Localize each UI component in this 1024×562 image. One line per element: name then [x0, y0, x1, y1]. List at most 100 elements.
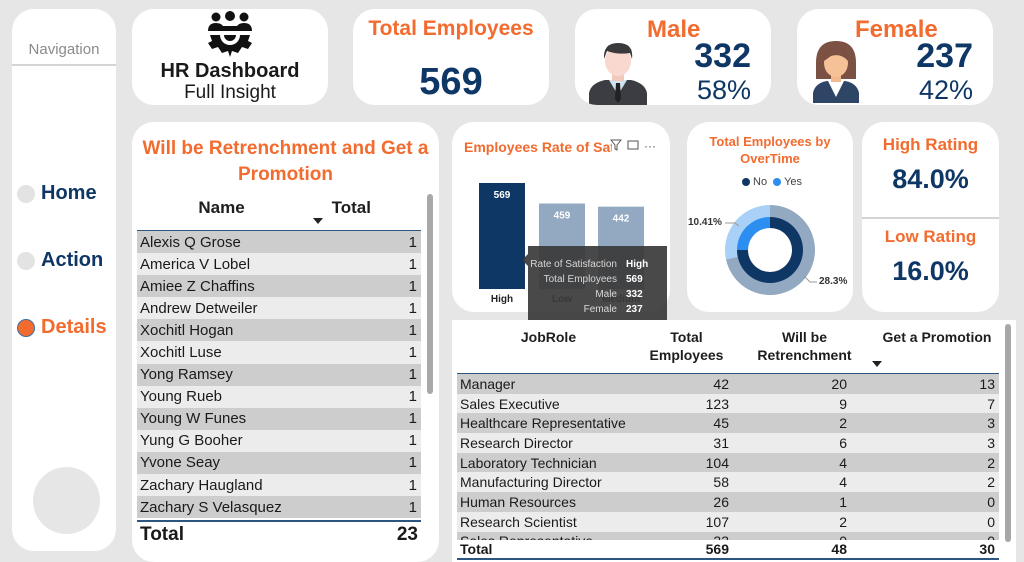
table-row[interactable]: Yong Ramsey 1	[137, 363, 421, 386]
bar-high[interactable]	[479, 183, 525, 289]
cell-retrenchment: 2	[839, 415, 847, 432]
low-rating-title: Low Rating	[884, 227, 977, 246]
cell-jobrole: Sales Executive	[460, 395, 560, 412]
table-row[interactable]: Manufacturing Director 58 4 2	[457, 472, 999, 493]
logo-card: HR Dashboard Full Insight	[132, 9, 328, 105]
table-row[interactable]: Zachary Haugland 1	[137, 474, 421, 497]
cell-total-employees: 42	[713, 375, 729, 392]
table-row[interactable]: Healthcare Representative 45 2 3	[457, 413, 999, 434]
column-header-get-promotion[interactable]: Get a Promotion	[882, 329, 992, 345]
table-row[interactable]: Laboratory Technician 104 4 2	[457, 452, 999, 473]
overtime-chart-title: Total Employees by OverTime	[709, 134, 831, 166]
footer-promotion: 30	[979, 541, 995, 557]
table-row[interactable]: Young W Funes 1	[137, 407, 421, 430]
table-row[interactable]: America V Lobel 1	[137, 253, 421, 276]
filter-icon[interactable]	[610, 139, 622, 151]
cell-promotion: 0	[987, 493, 995, 510]
bar-data-label: 442	[613, 214, 630, 225]
jobrole-table-body: Manager 42 20 13 Sales Executive 123 9 7 Healthc…	[457, 374, 999, 540]
total-employees-value: 569	[419, 61, 483, 103]
cell-total: 1	[408, 299, 417, 317]
donut-inner-no-slice[interactable]	[737, 217, 803, 283]
table-row[interactable]: Xochitl Luse 1	[137, 341, 421, 364]
jobrole-table: JobRole Total Employees Will be Retrench…	[452, 320, 1016, 562]
cell-total: 1	[408, 255, 417, 273]
cell-jobrole: Manufacturing Director	[460, 474, 602, 491]
tooltip-row: Female 237	[528, 304, 667, 319]
cell-total-employees: 123	[705, 395, 729, 412]
rating-divider	[862, 217, 999, 219]
retrenchment-promotion-table-card: Will be Retrenchment and Get a Promotion…	[132, 122, 439, 562]
table-row[interactable]: Sales Executive 123 9 7	[457, 393, 999, 414]
radio-dot-icon	[17, 318, 35, 337]
nav-item-action[interactable]: Action	[17, 249, 103, 272]
tooltip-value: High	[626, 259, 649, 270]
leader-line	[803, 275, 817, 283]
cell-total-employees: 45	[713, 415, 729, 432]
satisfaction-chart-title: Employees Rate of Sati	[464, 139, 612, 155]
legend-dot-yes-icon	[773, 178, 782, 186]
donut-inner-yes-slice[interactable]	[737, 217, 770, 250]
table-row[interactable]: Sales Representative3300	[457, 531, 999, 540]
column-header-total-employees[interactable]: Total Employees	[649, 329, 724, 363]
legend-dot-no-icon	[742, 178, 750, 186]
table-row[interactable]: Young Rueb 1	[137, 385, 421, 408]
column-header-name[interactable]: Name	[198, 198, 245, 217]
tooltip-value: 569	[626, 274, 643, 285]
table-row[interactable]: Amiee Z Chaffins 1	[137, 275, 421, 298]
table-row[interactable]: Zachary S Velasquez 1	[137, 496, 421, 519]
nav-item-home[interactable]: Home	[17, 182, 97, 205]
cell-name: Alexis Q Grose	[140, 233, 241, 251]
tooltip-value: 237	[626, 304, 643, 315]
cell-total: 1	[408, 277, 417, 295]
focus-mode-icon[interactable]	[626, 139, 640, 151]
jobrole-table-scrollbar[interactable]	[1005, 324, 1011, 542]
nav-item-details[interactable]: Details	[17, 316, 107, 339]
female-percent: 42%	[918, 75, 973, 105]
tooltip-row: Rate of Satisfaction High	[528, 259, 667, 274]
table-row[interactable]: Andrew Detweiler 1	[137, 297, 421, 320]
tooltip-row: Total Employees 569	[528, 274, 667, 289]
names-table-scrollbar[interactable]	[427, 194, 433, 394]
tooltip-key: Total Employees	[543, 274, 617, 285]
cell-promotion: 3	[987, 415, 995, 432]
sort-descending-icon	[313, 218, 323, 224]
leader-line	[725, 222, 740, 227]
cell-total-employees: 33	[640, 533, 733, 540]
navigation-title: Navigation	[28, 41, 100, 58]
more-options-icon[interactable]: ···	[644, 139, 656, 153]
nav-circle-button[interactable]	[33, 467, 100, 534]
logo-title: HR Dashboard	[160, 60, 300, 82]
cell-retrenchment: 9	[839, 395, 847, 412]
table-row[interactable]: Alexis Q Grose 1	[137, 231, 421, 254]
low-rating-value: 16.0%	[892, 256, 969, 286]
table-row[interactable]: Xochitl Hogan 1	[137, 319, 421, 342]
cell-total: 1	[408, 498, 417, 516]
cell-retrenchment: 2	[839, 513, 847, 530]
table-row[interactable]: Yung G Booher 1	[137, 429, 421, 452]
cell-name: Yong Ramsey	[140, 366, 233, 384]
cell-total: 1	[408, 388, 417, 406]
table-row[interactable]: Yvone Seay 1	[137, 451, 421, 475]
legend-label-no[interactable]: No	[753, 176, 768, 188]
cell-jobrole: Manager	[460, 375, 516, 392]
total-employees-card: Total Employees 569	[353, 9, 549, 105]
cell-total-employees: 107	[705, 513, 729, 530]
column-header-will-be-retrenchment[interactable]: Will be Retrenchment	[757, 329, 852, 363]
cell-total: 1	[408, 344, 417, 362]
donut-outer-yes-slice[interactable]	[725, 205, 770, 260]
column-header-total[interactable]: Total	[331, 198, 371, 217]
table-row[interactable]: Manager 42 20 13	[457, 374, 999, 394]
tooltip-key: Female	[583, 304, 617, 315]
column-header-jobrole[interactable]: JobRole	[520, 329, 577, 345]
navigation-panel: Navigation Home Action Details	[12, 9, 116, 551]
cell-jobrole: Laboratory Technician	[460, 454, 597, 471]
cell-retrenchment: 4	[839, 474, 847, 491]
legend-label-yes[interactable]: Yes	[784, 176, 803, 188]
cell-name: Zachary Haugland	[140, 476, 263, 494]
table-row[interactable]: Research Director 31 6 3	[457, 433, 999, 453]
table-row[interactable]: Human Resources 26 1 0	[457, 492, 999, 512]
nav-item-label: Details	[41, 316, 107, 338]
bar-data-label: 459	[554, 210, 571, 221]
table-row[interactable]: Research Scientist 107 2 0	[457, 511, 999, 532]
